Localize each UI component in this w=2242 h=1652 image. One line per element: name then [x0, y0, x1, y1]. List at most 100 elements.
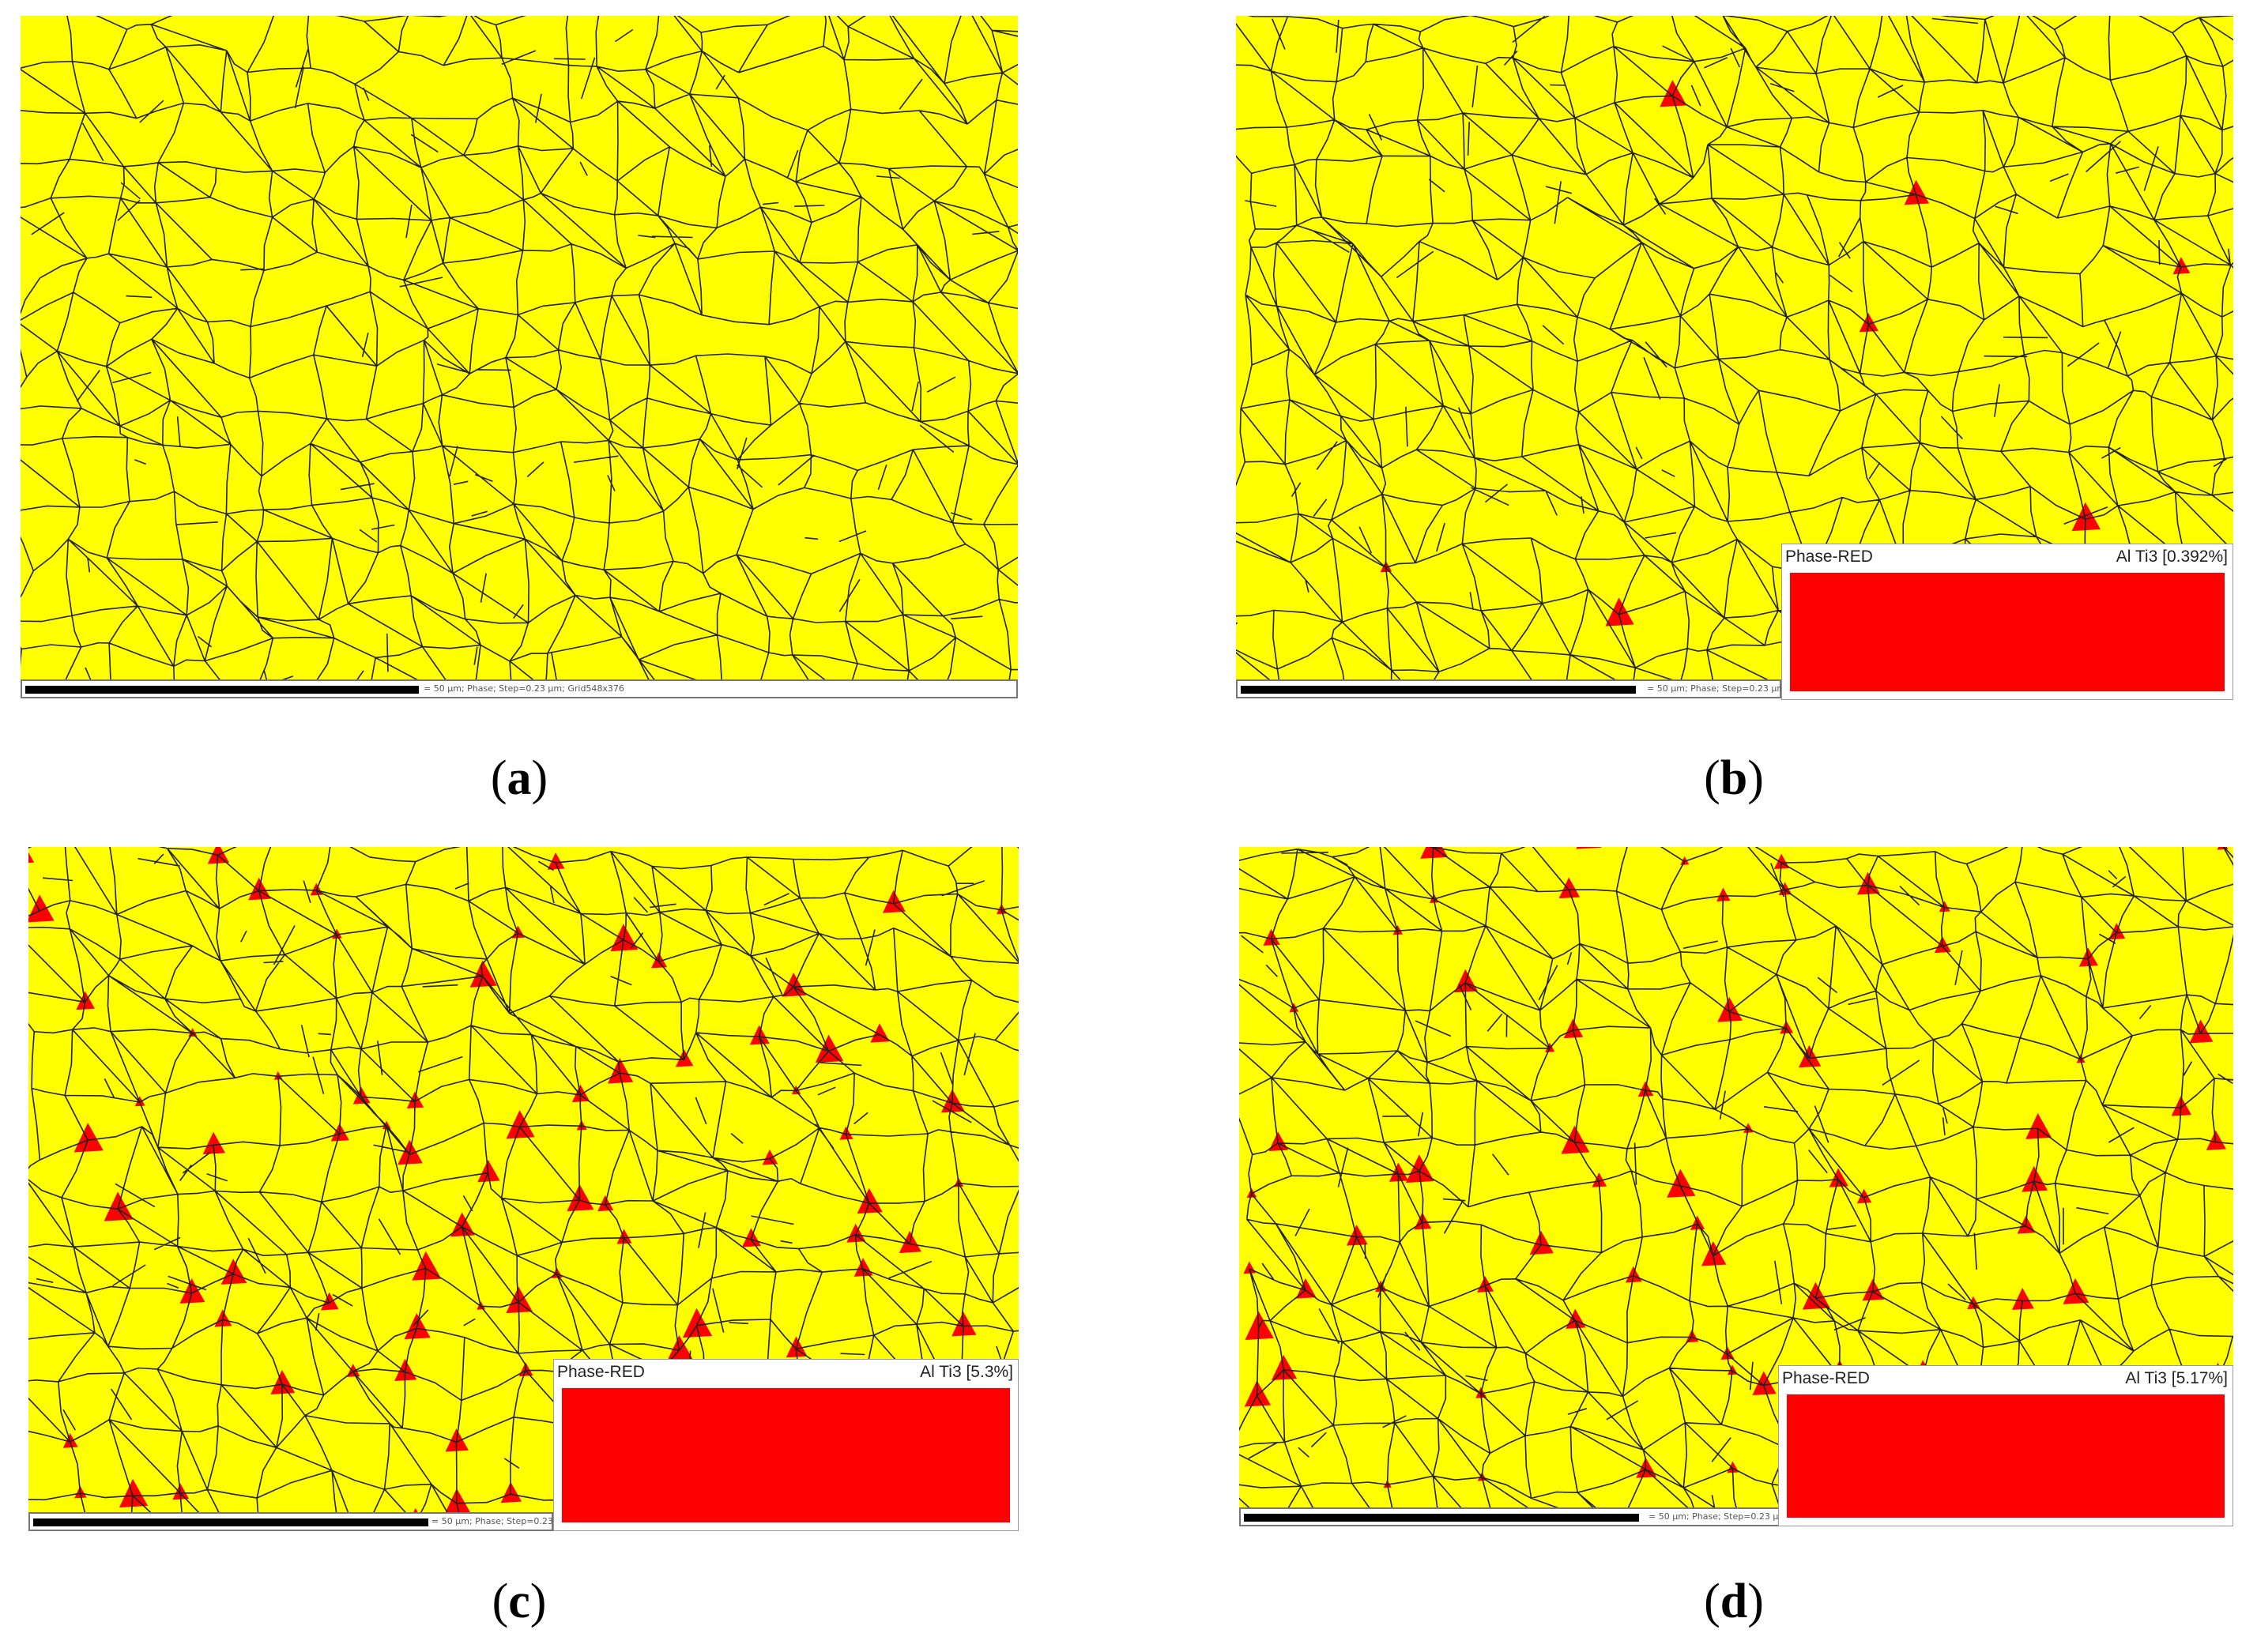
caption-letter-a: a — [507, 751, 532, 805]
precipitate-particle — [2206, 1130, 2226, 1150]
precipitate-particle — [2025, 1113, 2052, 1139]
caption-d: (d) — [1704, 1575, 1764, 1628]
precipitate-particle — [2078, 947, 2098, 967]
scalebar-d — [1244, 1514, 1639, 1522]
precipitate-particle — [1268, 1131, 1289, 1152]
caption-b: (b) — [1704, 751, 1764, 805]
precipitate-particle — [870, 1023, 890, 1043]
grain-boundary-lines — [21, 16, 1018, 679]
scalebar-c — [33, 1518, 428, 1526]
precipitate-particle — [506, 1286, 533, 1314]
caption-letter-d: d — [1720, 1575, 1748, 1628]
precipitate-particle — [1967, 1296, 1980, 1310]
precipitate-particle — [940, 1089, 965, 1113]
precipitate-particle — [1420, 847, 1449, 859]
precipitate-particle — [413, 1507, 418, 1512]
precipitate-particle — [1529, 1230, 1554, 1255]
scale-text-d: = 50 µm; Phase; Step=0.23 µm; — [1649, 1511, 1790, 1522]
precipitate-particle — [134, 1096, 145, 1107]
precipitate-particle — [500, 1481, 522, 1503]
grain-boundaries-a — [21, 16, 1018, 679]
precipitate-particle — [1680, 856, 1690, 865]
precipitate-particle — [320, 1292, 339, 1311]
panel-a: = 50 µm; Phase; Step=0.23 µm; Grid548x37… — [21, 16, 1018, 700]
precipitate-particle — [270, 1369, 296, 1394]
precipitate-particle — [616, 1229, 632, 1244]
precipitate-particle — [1244, 1380, 1272, 1407]
precipitate-particle — [188, 1028, 198, 1037]
scalebar-a — [25, 686, 419, 694]
precipitate-particle — [477, 1159, 500, 1183]
grain-network — [21, 16, 1018, 679]
caption-c: (c) — [492, 1575, 547, 1628]
precipitate-particle — [667, 1335, 693, 1361]
precipitate-particle — [202, 1131, 226, 1155]
precipitate-particle — [1566, 1308, 1586, 1329]
precipitate-particle — [1636, 1457, 1657, 1478]
precipitate-particle — [1743, 1123, 1754, 1133]
precipitate-particle — [762, 1149, 778, 1165]
precipitate-particle — [2172, 257, 2191, 275]
grain-boundary-lines — [1239, 847, 2233, 1507]
precipitate-particle — [1904, 179, 1930, 205]
grain-network — [28, 847, 1019, 1512]
precipitate-particle — [1576, 847, 1602, 849]
grain-boundary-lines — [28, 847, 1019, 1512]
precipitate-particle — [28, 852, 35, 864]
precipitate-particle — [172, 1483, 190, 1500]
scale-text-a: = 50 µm; Phase; Step=0.23 µm; Grid548x37… — [424, 683, 624, 694]
precipitate-particle — [547, 852, 565, 870]
legend-swatch-c — [562, 1388, 1010, 1522]
precipitate-particle — [853, 1258, 873, 1277]
precipitate-particle — [1667, 1168, 1696, 1198]
precipitate-particle — [382, 1120, 391, 1130]
legend-head-c: Phase-RED Al Ti3 [5.3%] — [554, 1360, 1018, 1383]
scalebar-strip-d: = 50 µm; Phase; Step=0.23 µm; — [1239, 1507, 1790, 1526]
precipitate-particle — [469, 960, 497, 988]
precipitate-particle — [1558, 877, 1581, 899]
precipitate-particle — [1272, 1354, 1298, 1381]
scale-text-b: = 50 µm; Phase; Step=0.23 µm; — [1647, 683, 1788, 694]
legend-phase-c: Al Ti3 [5.3%] — [920, 1363, 1013, 1381]
precipitate-particle — [62, 1432, 78, 1448]
panel-b: = 50 µm; Phase; Step=0.23 µm; Phase-RED … — [1236, 16, 2233, 700]
caption-letter-c: c — [508, 1575, 530, 1628]
legend-name-d: Phase-RED — [1782, 1369, 1870, 1387]
precipitate-particle — [28, 894, 55, 923]
precipitate-particle — [2071, 502, 2101, 532]
precipitate-particle — [1856, 1188, 1872, 1204]
scalebar-strip-b: = 50 µm; Phase; Step=0.23 µm; — [1236, 679, 1788, 698]
precipitate-particle — [2063, 1278, 2089, 1304]
scale-text-c: = 50 µm; Phase; Step=0.23 — [431, 1516, 553, 1526]
legend-head-b: Phase-RED Al Ti3 [0.392%] — [1782, 544, 2233, 568]
caption-letter-b: b — [1720, 751, 1748, 805]
legend-name-c: Phase-RED — [557, 1363, 645, 1381]
legend-phase-b: Al Ti3 [0.392%] — [2116, 548, 2228, 566]
precipitate-particle — [1592, 1172, 1607, 1187]
precipitate-particle — [1346, 1224, 1368, 1246]
scalebar-b — [1241, 686, 1636, 694]
precipitate-particle — [1717, 997, 1743, 1022]
precipitate-particle — [567, 1184, 594, 1212]
precipitate-particle — [1716, 887, 1731, 902]
precipitate-particle — [2011, 1288, 2034, 1310]
legend-swatch-b — [1790, 573, 2225, 691]
legend-name-b: Phase-RED — [1785, 548, 1873, 566]
precipitate-particle — [607, 1058, 634, 1084]
caption-a: (a) — [490, 751, 548, 805]
grain-network — [1239, 847, 2233, 1507]
legend-d: Phase-RED Al Ti3 [5.17%] — [1778, 1365, 2233, 1526]
panel-c: = 50 µm; Phase; Step=0.23 Phase-RED Al T… — [28, 847, 1019, 1531]
precipitate-particle — [857, 1187, 883, 1214]
scalebar-strip-c: = 50 µm; Phase; Step=0.23 — [28, 1512, 553, 1531]
legend-phase-d: Al Ti3 [5.17%] — [2125, 1369, 2228, 1387]
legend-c: Phase-RED Al Ti3 [5.3%] — [553, 1359, 1019, 1531]
precipitate-particle — [1829, 1168, 1848, 1187]
legend-head-d: Phase-RED Al Ti3 [5.17%] — [1779, 1366, 2233, 1390]
scalebar-strip-a: = 50 µm; Phase; Step=0.23 µm; Grid548x37… — [21, 679, 1018, 698]
phase-map-a — [21, 16, 1018, 679]
precipitate-particle — [445, 1488, 470, 1512]
panel-d: = 50 µm; Phase; Step=0.23 µm; Phase-RED … — [1239, 847, 2233, 1526]
precipitate-particle — [332, 928, 342, 939]
legend-b: Phase-RED Al Ti3 [0.392%] — [1781, 544, 2233, 700]
